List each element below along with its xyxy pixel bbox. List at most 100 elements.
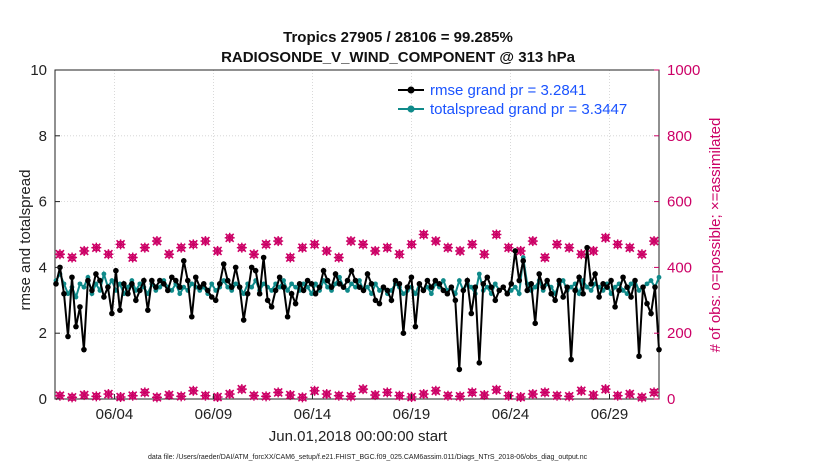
obs-assimilated-marker xyxy=(115,239,126,250)
x-tick-label: 06/14 xyxy=(294,406,332,423)
rmse-point xyxy=(508,281,515,287)
rmse-point xyxy=(77,304,83,310)
rmse-point xyxy=(456,366,463,373)
rmse-point xyxy=(420,287,427,294)
rmse-point xyxy=(636,353,642,360)
rmse-point xyxy=(376,300,383,307)
rmse-point xyxy=(200,281,207,287)
y-tick-label-right: 0 xyxy=(667,391,675,408)
totalspread-point xyxy=(612,284,618,290)
rmse-point xyxy=(396,281,403,287)
rmse-point xyxy=(81,346,87,353)
totalspread-point xyxy=(249,284,255,290)
totalspread-point xyxy=(377,288,382,293)
rmse-point xyxy=(536,271,542,277)
obs-low-assimilated-marker xyxy=(297,392,308,403)
totalspread-point xyxy=(101,271,107,277)
rmse-point xyxy=(344,277,351,284)
obs-assimilated-marker xyxy=(261,239,272,250)
totalspread-point xyxy=(293,284,298,290)
obs-low-assimilated-marker xyxy=(164,390,175,401)
obs-low-assimilated-marker xyxy=(527,389,538,400)
obs-low-assimilated-marker xyxy=(127,390,138,401)
obs-low-assimilated-marker xyxy=(552,390,563,401)
totalspread-point xyxy=(365,284,370,290)
obs-low-assimilated-marker xyxy=(248,390,259,401)
rmse-point xyxy=(232,264,239,271)
rmse-point xyxy=(460,287,467,294)
rmse-point xyxy=(101,294,107,300)
rmse-point xyxy=(544,277,550,284)
rmse-point xyxy=(93,271,99,277)
rmse-point xyxy=(336,281,343,287)
totalspread-point xyxy=(309,291,314,297)
obs-assimilated-marker xyxy=(455,245,466,256)
rmse-point xyxy=(97,277,103,284)
rmse-point xyxy=(364,271,371,277)
rmse-point xyxy=(208,294,215,300)
rmse-point xyxy=(288,290,295,297)
x-axis: 06/04 06/09 06/14 06/19 06/24 06/29 xyxy=(96,394,629,423)
series-layer xyxy=(53,244,662,373)
grid xyxy=(55,70,659,399)
rmse-point xyxy=(416,281,423,287)
rmse-point xyxy=(472,284,479,290)
rmse-point xyxy=(400,330,407,337)
rmse-point xyxy=(576,274,582,281)
obs-low-assimilated-marker xyxy=(139,387,150,398)
rmse-point xyxy=(384,287,391,294)
x-tick-label: 06/29 xyxy=(591,406,629,423)
x-tick-label: 06/24 xyxy=(492,406,530,423)
rmse-point xyxy=(244,290,251,297)
y-tick-label-right: 400 xyxy=(667,259,692,276)
footer-data-file: data file: /Users/raeder/DAI/ATM_forcXX/… xyxy=(148,454,588,461)
obs-low-assimilated-marker xyxy=(79,390,90,401)
obs-assimilated-marker xyxy=(358,239,369,250)
rmse-point xyxy=(584,244,590,251)
y-axis-right: 0 200 400 600 800 1000 xyxy=(654,62,700,408)
obs-low-assimilated-marker xyxy=(588,390,599,401)
rmse-point xyxy=(612,304,618,310)
rmse-point xyxy=(332,271,339,277)
rmse-point xyxy=(648,310,654,317)
obs-assimilated-marker xyxy=(564,242,575,253)
rmse-point xyxy=(532,320,539,327)
rmse-point xyxy=(596,294,602,300)
x-tick-label: 06/09 xyxy=(195,406,233,423)
obs-assimilated-marker xyxy=(394,249,405,260)
obs-assimilated-marker xyxy=(345,236,356,247)
obs-assimilated-marker xyxy=(503,242,514,253)
rmse-point xyxy=(436,281,443,287)
obs-assimilated-marker xyxy=(491,229,502,240)
rmse-point xyxy=(196,284,203,290)
rmse-point xyxy=(600,281,606,287)
rmse-point xyxy=(53,281,59,287)
obs-low-assimilated-marker xyxy=(418,389,429,400)
totalspread-point xyxy=(584,284,590,290)
rmse-point xyxy=(85,277,91,284)
rmse-point xyxy=(504,290,511,297)
rmse-point xyxy=(624,284,630,290)
rmse-point xyxy=(165,287,171,294)
rmse-point xyxy=(141,277,147,284)
y-axis-right-label: # of obs: o=possible; ×=assimilated xyxy=(707,118,724,353)
totalspread-point xyxy=(77,281,83,287)
rmse-point xyxy=(552,297,558,304)
rmse-point xyxy=(560,294,566,300)
totalspread-point xyxy=(157,284,163,290)
rmse-point xyxy=(440,287,447,294)
y-tick-label-left: 4 xyxy=(39,259,47,276)
rmse-point xyxy=(300,287,307,294)
rmse-point xyxy=(180,258,187,264)
rmse-point xyxy=(632,277,638,284)
obs-low-assimilated-marker xyxy=(442,390,453,401)
x-tick-label: 06/19 xyxy=(393,406,431,423)
rmse-point xyxy=(580,290,586,297)
rmse-point xyxy=(188,313,195,320)
obs-low-assimilated-marker xyxy=(273,387,284,398)
rmse-point xyxy=(408,274,415,281)
rmse-point xyxy=(149,277,155,284)
y-tick-label-left: 10 xyxy=(30,62,47,79)
y-tick-label-left: 0 xyxy=(39,391,47,408)
rmse-point xyxy=(145,307,151,313)
